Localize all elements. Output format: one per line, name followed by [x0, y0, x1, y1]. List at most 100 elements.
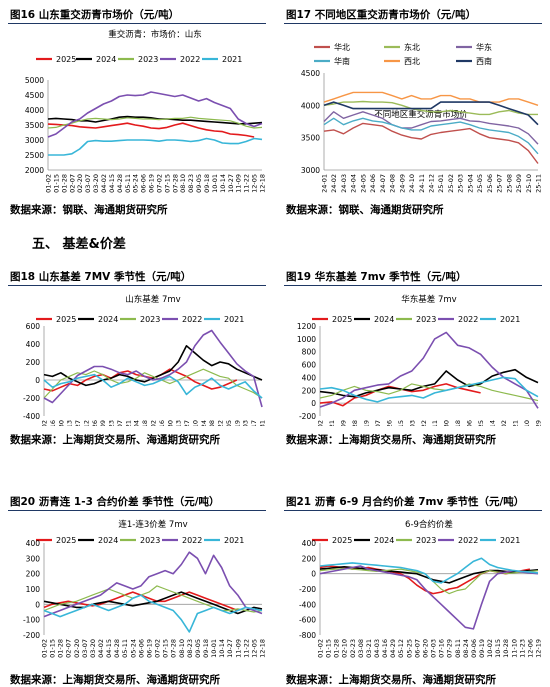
x-tick-label: 04-15	[105, 639, 113, 658]
y-tick-label: -200	[299, 585, 316, 594]
x-tick-label: 06-19	[148, 174, 156, 193]
figure-16-caption: 图16 山东重交沥青市场价（元/吨）	[10, 7, 179, 22]
x-tick-label: 05-15	[397, 420, 405, 426]
x-tick-label: 06-06	[137, 639, 145, 658]
x-tick-label: 07-02	[150, 420, 158, 426]
x-tick-label: 04-16	[381, 639, 389, 658]
y-tick-label: -400	[23, 412, 40, 421]
y-tick-label: 200	[302, 554, 317, 563]
x-tick-label: 07-15	[163, 174, 171, 193]
x-tick-label: 01-02	[41, 639, 49, 658]
x-tick-label: 11-05	[225, 420, 233, 426]
x-tick-label: 07-30	[443, 420, 451, 426]
x-tick-label: 24-06	[369, 174, 377, 193]
chart-title: 连1-连3价差 7mv	[118, 519, 187, 530]
x-tick-label: 24-11	[418, 174, 426, 193]
x-tick-label: 03-12	[82, 420, 90, 426]
x-tick-label: 01-15	[52, 174, 60, 193]
x-tick-label: 12-18	[259, 639, 267, 658]
x-tick-label: 12-03	[242, 420, 250, 426]
x-tick-label: 02-20	[73, 639, 81, 658]
y-tick-label: 400	[26, 539, 41, 548]
chart-title: 6-9合约价差	[405, 519, 453, 530]
x-tick-label: 08-18	[454, 420, 462, 426]
y-tick-label: 3000	[25, 136, 44, 145]
x-tick-label: 11-09	[235, 174, 243, 193]
legend-label: 2025	[332, 536, 352, 545]
x-tick-label: 07-30	[166, 420, 174, 426]
y-tick-label: 2500	[25, 151, 44, 160]
x-tick-label: 06-04	[133, 420, 141, 426]
y-tick-label: 200	[26, 570, 41, 579]
x-tick-label: 02-09	[339, 420, 347, 426]
x-tick-label: 07-28	[171, 174, 179, 193]
legend-label: 2025	[56, 55, 76, 64]
series-line-2024	[320, 370, 538, 397]
y-tick-label: -400	[299, 600, 316, 609]
x-tick-label: 09-18	[203, 174, 211, 193]
caption-rule	[8, 23, 266, 24]
y-tick-label: 0	[311, 399, 316, 408]
chart-shandong-basis: 山东基差 7mv2025 2024 2023 2022 2021-400-2000200…	[8, 288, 270, 426]
x-tick-label: 24-09	[398, 174, 406, 193]
x-tick-label: 07-03	[430, 639, 438, 658]
y-tick-label: 1000	[297, 335, 316, 344]
y-tick-label: 4000	[25, 106, 44, 115]
legend-label: 2022	[182, 315, 202, 324]
section-heading: 五、 基差&价差	[32, 233, 126, 252]
x-tick-label: 04-29	[389, 639, 397, 658]
x-tick-label: 24-10	[408, 174, 416, 193]
chart-spread-1-3: 连1-连3价差 7mv2025 2024 2023 2022 2021-200-1000…	[8, 513, 270, 669]
x-tick-label: 24-03	[340, 174, 348, 193]
figure-20-caption: 图20 沥青连 1-3 合约价差 季节性（元/吨）	[10, 494, 220, 509]
x-tick-label: 01-02	[317, 639, 325, 658]
y-tick-label: 300	[26, 554, 41, 563]
x-tick-label: 12-29	[535, 420, 543, 426]
caption-rule	[284, 23, 542, 24]
x-tick-label: 01-28	[333, 639, 341, 658]
y-tick-label: 800	[302, 348, 317, 357]
x-tick-label: 01-15	[49, 639, 57, 658]
x-tick-label: 08-27	[183, 420, 191, 426]
x-tick-label: 02-07	[68, 174, 76, 193]
x-tick-label: 08-10	[178, 639, 186, 658]
x-tick-label: 02-23	[349, 639, 357, 658]
x-tick-label: 03-08	[357, 639, 365, 658]
legend-label: 2022	[458, 536, 478, 545]
x-tick-label: 01-28	[60, 174, 68, 193]
x-tick-label: 09-18	[202, 639, 210, 658]
x-tick-label: 06-06	[140, 174, 148, 193]
x-tick-label: 06-07	[413, 639, 421, 658]
x-tick-label: 02-13	[66, 420, 74, 426]
figure-19-caption: 图19 华东基差 7mv 季节性（元/吨）	[286, 269, 467, 284]
x-tick-label: 24-04	[350, 174, 358, 193]
y-tick-label: 600	[26, 322, 41, 331]
legend-label: 2024	[374, 315, 394, 324]
x-tick-label: 03-07	[81, 639, 89, 658]
x-tick-label: 25-05	[476, 174, 484, 193]
legend-label: 2023	[140, 536, 160, 545]
y-tick-label: 1200	[297, 322, 316, 331]
y-tick-label: 100	[26, 585, 41, 594]
x-tick-label: 04-07	[374, 420, 382, 426]
x-tick-label: 09-25	[477, 420, 485, 426]
x-tick-label: 11-22	[243, 174, 251, 193]
legend-label: 2021	[500, 536, 520, 545]
y-tick-label: -600	[299, 616, 316, 625]
y-tick-label: 3500	[25, 121, 44, 130]
x-tick-label: 25-04	[466, 174, 474, 193]
y-tick-label: 400	[302, 373, 317, 382]
legend-label: 2024	[96, 55, 116, 64]
x-tick-label: 05-11	[124, 174, 132, 193]
x-tick-label: 11-22	[242, 639, 250, 658]
x-tick-label: 02-10	[341, 639, 349, 658]
x-tick-label: 03-07	[84, 174, 92, 193]
chart-title: 重交沥青：市场价：山东	[108, 29, 202, 40]
x-tick-label: 07-02	[155, 174, 163, 193]
chart-east-china-basis: 华东基差 7mv2025 2024 2023 2022 2021-20002004006…	[284, 288, 546, 426]
legend-label: 2022	[180, 55, 200, 64]
x-tick-label: 03-20	[89, 639, 97, 658]
x-tick-label: 01-02	[45, 174, 53, 193]
x-tick-label: 12-10	[523, 420, 531, 426]
legend-label: 2023	[416, 536, 436, 545]
